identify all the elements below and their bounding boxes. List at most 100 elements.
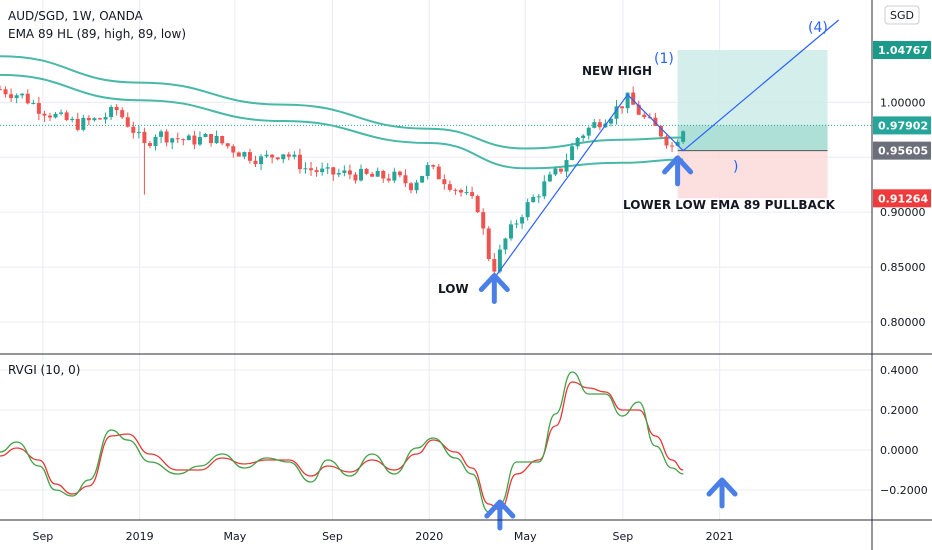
candle-body <box>586 127 591 136</box>
candle-body <box>147 143 152 146</box>
candle-body <box>575 137 580 147</box>
candle-body <box>192 135 197 145</box>
candle-body <box>636 104 641 115</box>
candle-body <box>64 112 69 121</box>
rvgi-tick-label: 0.4000 <box>880 364 919 377</box>
price-tag-stop[interactable]: 0.91264 <box>873 189 931 208</box>
candle-body <box>125 117 130 127</box>
candle-body <box>486 228 491 260</box>
candle-body <box>159 131 164 137</box>
candle-body <box>492 259 497 272</box>
candle-body <box>253 160 258 165</box>
candle-body <box>375 170 380 177</box>
candle-body <box>86 117 91 121</box>
currency-label: SGD <box>890 9 914 22</box>
symbol-title[interactable]: AUD/SGD, 1W, OANDA <box>8 9 144 23</box>
candle-body <box>325 167 330 169</box>
candle-body <box>275 157 280 160</box>
candle-body <box>103 117 108 120</box>
candle-body <box>0 89 2 91</box>
open-profit-zone <box>677 125 828 151</box>
candle-body <box>608 118 613 124</box>
candle-body <box>508 224 513 239</box>
candle-body <box>197 137 202 145</box>
candle-body <box>503 238 508 250</box>
position-zones[interactable] <box>0 50 872 199</box>
candle-body <box>281 154 286 160</box>
currency-badge[interactable]: SGD <box>884 5 920 25</box>
candle-body <box>464 192 469 194</box>
candle-body <box>547 174 552 182</box>
candle-body <box>392 171 397 181</box>
candle-body <box>36 103 41 114</box>
time-tick-label: Sep <box>322 530 343 543</box>
price-tag-value: 1.04767 <box>878 44 928 57</box>
candle-body <box>658 125 663 137</box>
candle-body <box>214 136 219 144</box>
candle-body <box>597 122 602 128</box>
candle-body <box>653 117 658 126</box>
rvgi-legend[interactable]: RVGI (10, 0) <box>8 363 80 377</box>
price-tag-current[interactable]: 0.97902 <box>873 116 931 135</box>
price-tick-label: 0.85000 <box>880 261 926 274</box>
candle-body <box>47 115 52 118</box>
indicator-legend[interactable]: EMA 89 HL (89, high, 89, low) <box>8 27 186 41</box>
rvgi-main-line <box>0 371 684 513</box>
candle-body <box>9 94 14 99</box>
time-tick-label: 2020 <box>415 530 443 543</box>
candle-body <box>381 170 386 179</box>
stop-zone[interactable] <box>677 150 828 199</box>
candle-body <box>397 171 402 176</box>
candle-body <box>431 165 436 167</box>
candle-body <box>342 170 347 174</box>
elliott-wave-line[interactable] <box>493 19 840 279</box>
wave-2-label: ) <box>733 159 738 175</box>
rvgi-signal-arrow <box>706 477 738 509</box>
candle-body <box>92 118 97 121</box>
candle-body <box>297 154 302 170</box>
ema-89-low-line <box>0 73 684 170</box>
candle-body <box>264 154 269 157</box>
candle-body <box>120 110 125 118</box>
price-tags[interactable]: 1.04767 0.97902 0.95605 0.91264 <box>873 41 931 208</box>
candle-body <box>525 202 530 218</box>
candle-body <box>664 136 669 146</box>
price-tag-target[interactable]: 1.04767 <box>873 41 931 60</box>
candle-body <box>336 173 341 175</box>
candle-body <box>536 196 541 198</box>
candle-body <box>681 131 686 142</box>
candle-body <box>131 126 136 133</box>
candle-body <box>514 223 519 225</box>
candle-body <box>14 95 19 99</box>
candle-body <box>203 133 208 138</box>
candle-body <box>570 146 575 161</box>
candle-body <box>347 170 352 175</box>
candle-body <box>592 122 597 128</box>
candle-body <box>292 154 297 157</box>
candle-body <box>470 192 475 197</box>
wave-4-label: (4) <box>808 20 828 36</box>
candle-body <box>114 106 119 111</box>
candle-body <box>564 160 569 172</box>
candle-body <box>309 168 314 171</box>
price-tag-bg <box>873 141 931 160</box>
candle-body <box>286 154 291 157</box>
candle-body <box>81 117 86 130</box>
candle-body <box>70 118 75 121</box>
price-tag-entry[interactable]: 0.95605 <box>873 141 931 160</box>
candle-body <box>142 131 147 144</box>
candle-body <box>236 152 241 157</box>
candle-body <box>370 173 375 177</box>
time-tick-label: May <box>514 530 537 543</box>
candle-body <box>420 175 425 183</box>
time-tick-label: Sep <box>612 530 633 543</box>
candle-body <box>170 138 175 143</box>
candle-body <box>53 113 58 118</box>
wave-lines[interactable] <box>493 19 840 279</box>
price-tick-label: 0.90000 <box>880 206 926 219</box>
candle-body <box>447 184 452 190</box>
candle-body <box>247 152 252 161</box>
low-arrow <box>478 273 510 305</box>
candle-body <box>153 136 158 146</box>
